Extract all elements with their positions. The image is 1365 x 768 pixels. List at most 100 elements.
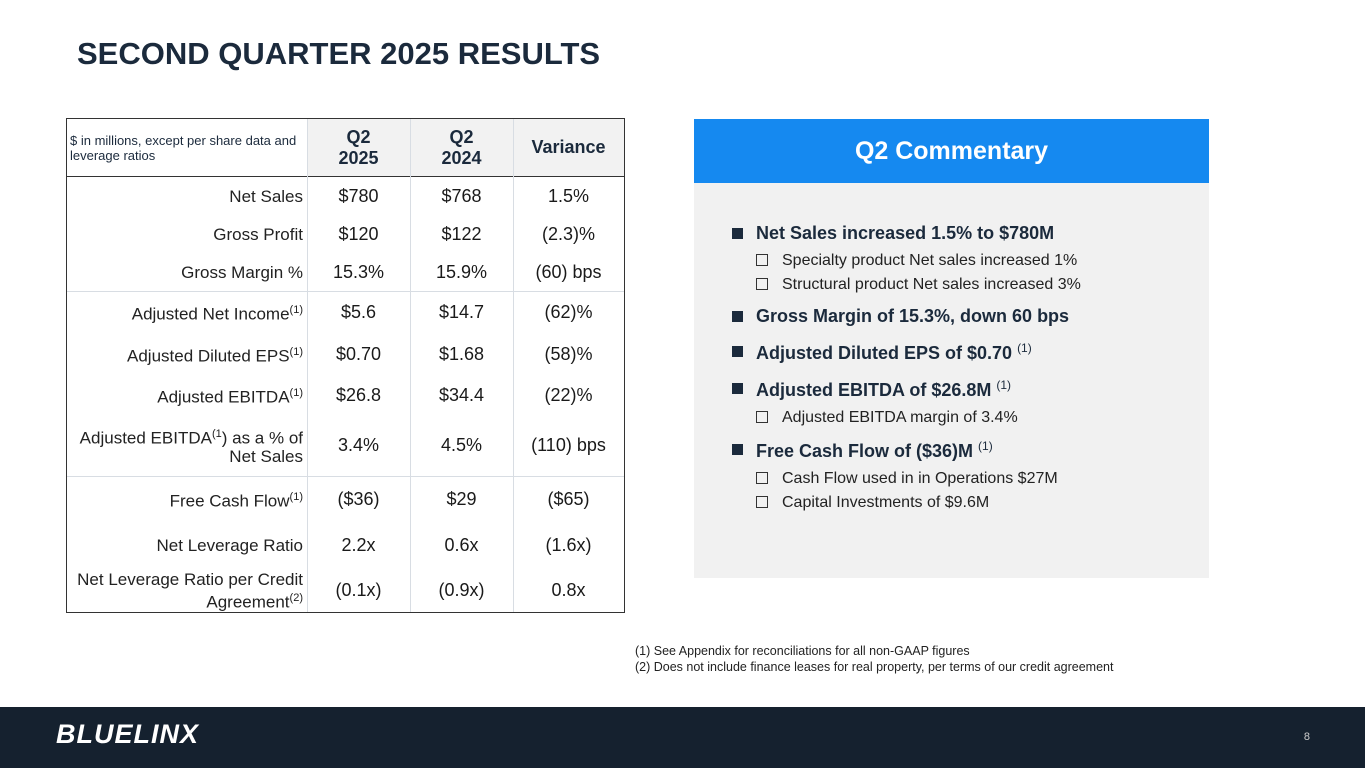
label-text: ) as a % of Net Sales bbox=[221, 428, 303, 467]
label-text: Adjusted Net Income bbox=[131, 304, 290, 324]
column-divider bbox=[307, 119, 308, 612]
bullet-item: Net Sales increased 1.5% to $780M bbox=[732, 223, 1192, 244]
bullet-item: Adjusted EBITDA of $26.8M (1) bbox=[732, 378, 1192, 401]
value-cell: $34.4 bbox=[438, 384, 485, 405]
label-text: Net Leverage Ratio bbox=[156, 535, 303, 555]
sub-bullet-item: Cash Flow used in in Operations $27M bbox=[756, 470, 1192, 488]
footnote-ref: (1) bbox=[289, 345, 303, 358]
bullet-text: Free Cash Flow of ($36)M bbox=[756, 441, 974, 461]
value-cell: $120 bbox=[338, 223, 379, 244]
value-cell: 2.2x bbox=[341, 534, 376, 555]
row-label-text: Gross Profit bbox=[213, 225, 303, 244]
label-text: Adjusted Diluted EPS bbox=[127, 346, 290, 366]
row-label-text: Adjusted EBITDA(1) as a % of Net Sales bbox=[67, 425, 303, 467]
value-cell: 3.4% bbox=[337, 435, 380, 455]
label-text: Gross Margin % bbox=[181, 262, 303, 282]
row-label-text: Gross Margin % bbox=[181, 263, 303, 282]
value-cell: $780 bbox=[338, 185, 379, 206]
label-text: Net Sales bbox=[229, 186, 303, 206]
results-table: $ in millions, except per share data and… bbox=[66, 118, 625, 613]
value-cell: $14.7 bbox=[438, 301, 485, 322]
bullet-text: Adjusted EBITDA of $26.8M bbox=[756, 380, 992, 400]
bullet-text: Specialty product Net sales increased 1% bbox=[782, 252, 1078, 269]
label-text: Adjusted EBITDA bbox=[79, 428, 212, 448]
value-cell: (62)% bbox=[544, 301, 593, 322]
value-cell: (60) bps bbox=[535, 261, 602, 282]
value-cell: $0.70 bbox=[335, 343, 382, 364]
value-cell: (110) bps bbox=[531, 435, 606, 455]
footnotes: (1) See Appendix for reconciliations for… bbox=[635, 643, 1113, 675]
commentary-list: Net Sales increased 1.5% to $780M Special… bbox=[732, 223, 1192, 524]
bullet-text: Capital Investments of $9.6M bbox=[782, 494, 990, 511]
label-text: Net Leverage Ratio per Credit Agreement bbox=[77, 569, 303, 612]
row-label-text: Adjusted Net Income(1) bbox=[132, 301, 303, 324]
bullet-text: Cash Flow used in in Operations $27M bbox=[782, 470, 1058, 487]
footnote-ref: (1) bbox=[289, 386, 303, 399]
footnote: (1) See Appendix for reconciliations for… bbox=[635, 644, 970, 658]
value-cell: (1.6x) bbox=[545, 534, 592, 555]
footnote-ref: (2) bbox=[289, 591, 303, 604]
bullet-text: Structural product Net sales increased 3… bbox=[782, 276, 1081, 293]
value-cell: ($36) bbox=[337, 488, 380, 509]
row-label: Free Cash Flow(1) bbox=[67, 476, 307, 522]
sub-bullet-item: Specialty product Net sales increased 1% bbox=[756, 252, 1192, 270]
label-text: Free Cash Flow bbox=[169, 491, 290, 511]
value-cell: 15.3% bbox=[332, 261, 385, 282]
sub-bullet-item: Structural product Net sales increased 3… bbox=[756, 276, 1192, 294]
row-label-text: Free Cash Flow(1) bbox=[170, 488, 303, 511]
row-label: Gross Margin % bbox=[67, 253, 307, 291]
value-cell: 1.5% bbox=[547, 185, 590, 206]
row-label-text: Adjusted Diluted EPS(1) bbox=[127, 343, 303, 366]
value-cell: $122 bbox=[441, 223, 482, 244]
row-label: Net Leverage Ratio per Credit Agreement(… bbox=[67, 568, 307, 613]
bullet-text: Gross Margin of 15.3%, down 60 bps bbox=[756, 306, 1070, 326]
row-label: Net Leverage Ratio bbox=[67, 522, 307, 568]
header-cell: Q2 2024 bbox=[410, 119, 513, 177]
footnote-ref: (1) bbox=[289, 490, 303, 503]
value-cell: $26.8 bbox=[335, 384, 382, 405]
row-label-text: Net Leverage Ratio per Credit Agreement(… bbox=[67, 570, 303, 612]
value-cell: 4.5% bbox=[440, 435, 483, 455]
row-label: Adjusted EBITDA(1) bbox=[67, 375, 307, 415]
bullet-item: Free Cash Flow of ($36)M (1) bbox=[732, 439, 1192, 462]
row-label: Gross Profit bbox=[67, 215, 307, 253]
commentary-panel: Q2 Commentary Net Sales increased 1.5% t… bbox=[694, 119, 1209, 578]
value-cell: 0.8x bbox=[551, 580, 586, 600]
row-label-text: Adjusted EBITDA(1) bbox=[157, 384, 303, 407]
bullet-text: Adjusted Diluted EPS of $0.70 bbox=[756, 343, 1013, 363]
value-cell: 0.6x bbox=[444, 534, 479, 555]
bullet-text: Adjusted EBITDA margin of 3.4% bbox=[782, 409, 1018, 426]
row-label-text: Net Sales bbox=[229, 187, 303, 206]
value-cell: $1.68 bbox=[438, 343, 485, 364]
commentary-heading: Q2 Commentary bbox=[694, 119, 1209, 183]
footnote-ref: (1) bbox=[978, 439, 993, 453]
footnote-ref: (1) bbox=[289, 303, 303, 316]
value-cell: (0.1x) bbox=[335, 580, 382, 600]
row-label-text: Net Leverage Ratio bbox=[157, 536, 303, 555]
column-divider bbox=[513, 119, 514, 612]
bullet-item: Adjusted Diluted EPS of $0.70 (1) bbox=[732, 341, 1192, 364]
bullet-text: Net Sales increased 1.5% to $780M bbox=[756, 223, 1055, 243]
bullet-item: Gross Margin of 15.3%, down 60 bps bbox=[732, 306, 1192, 327]
footnote-ref: (1) bbox=[1017, 341, 1032, 355]
value-cell: (0.9x) bbox=[438, 580, 485, 600]
footnote: (2) Does not include finance leases for … bbox=[635, 660, 1114, 674]
value-cell: (22)% bbox=[544, 384, 593, 405]
slide-title: SECOND QUARTER 2025 RESULTS bbox=[77, 36, 601, 71]
value-cell: $5.6 bbox=[340, 301, 377, 322]
group-divider bbox=[67, 291, 624, 292]
value-cell: $768 bbox=[441, 185, 482, 206]
row-label: Adjusted Diluted EPS(1) bbox=[67, 333, 307, 375]
header-cell: Variance bbox=[513, 119, 624, 177]
row-label: Net Sales bbox=[67, 177, 307, 215]
header-cell: Q2 2025 bbox=[307, 119, 410, 177]
value-cell: ($65) bbox=[547, 488, 590, 509]
page-number: 8 bbox=[1303, 731, 1310, 743]
value-cell: 15.9% bbox=[435, 261, 488, 282]
footnote-ref: (1 bbox=[211, 427, 222, 440]
label-text: Adjusted EBITDA bbox=[157, 387, 290, 407]
footer: BLUELINX 8 bbox=[0, 707, 1365, 768]
label-text: Gross Profit bbox=[213, 224, 303, 244]
sub-bullet-item: Adjusted EBITDA margin of 3.4% bbox=[756, 409, 1192, 427]
